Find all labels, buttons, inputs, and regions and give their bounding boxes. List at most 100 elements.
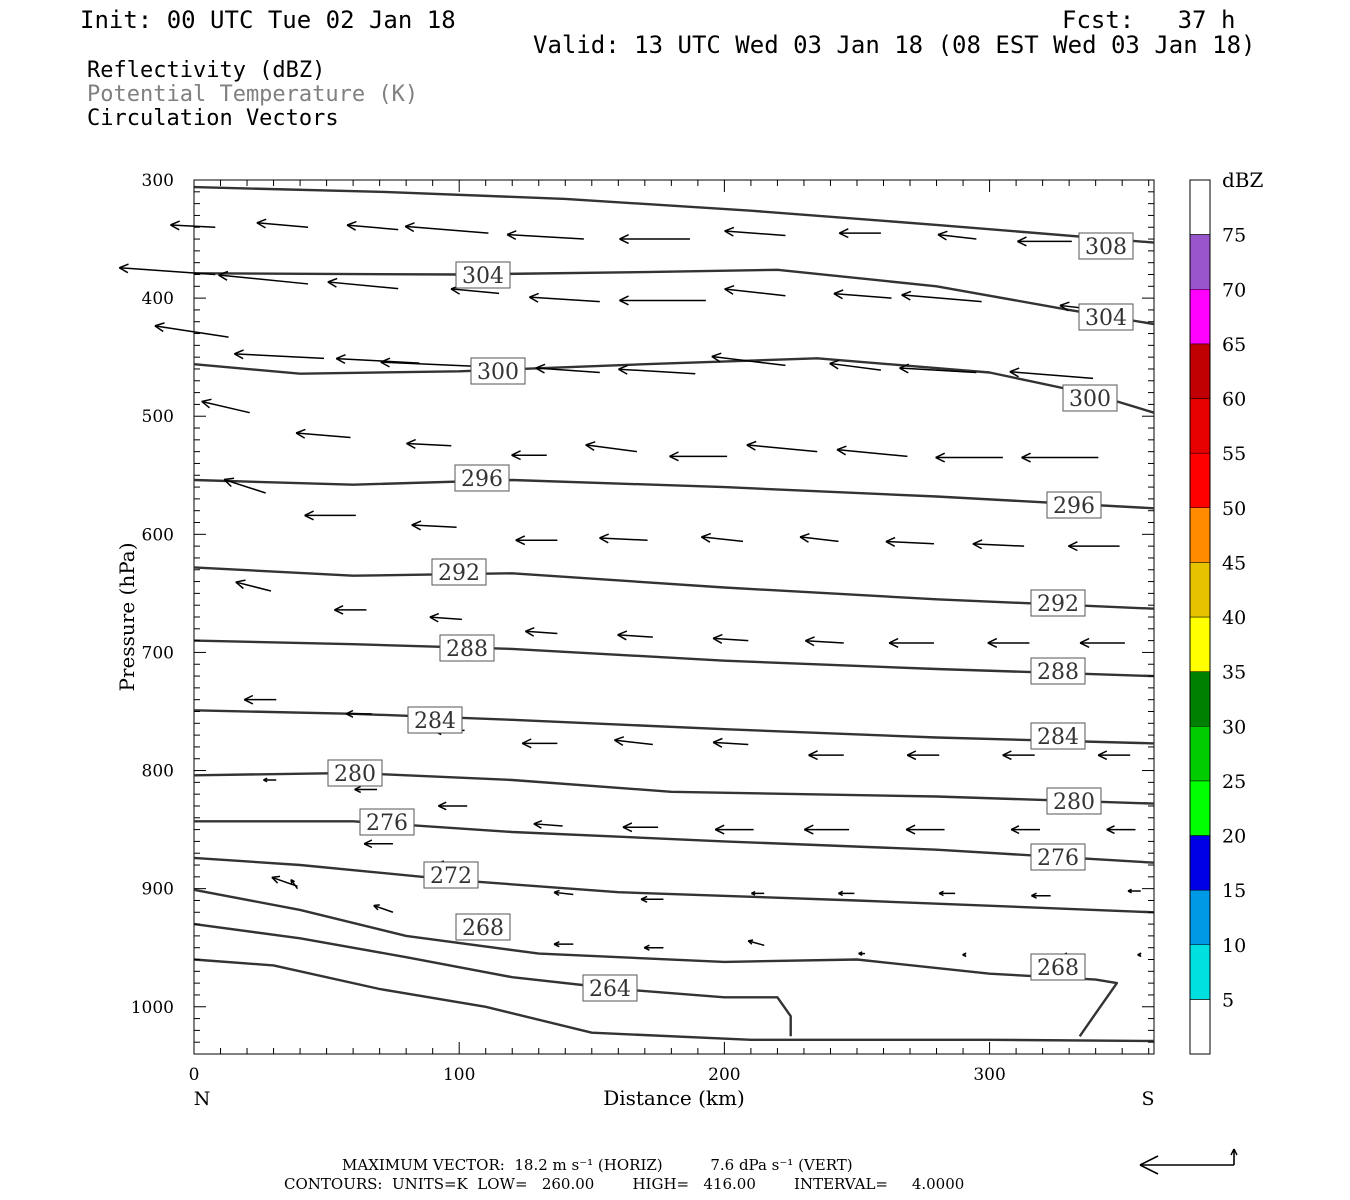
y-tick-label: 900 bbox=[142, 880, 174, 900]
vector-head-0 bbox=[346, 224, 356, 231]
colorbar-bin-65 bbox=[1189, 289, 1211, 345]
x-end-label-left: N bbox=[194, 1088, 211, 1110]
vector-86 bbox=[838, 890, 855, 897]
vector-head-1 bbox=[404, 222, 415, 228]
vector-shaft bbox=[805, 639, 844, 644]
contour-label-box bbox=[1030, 589, 1086, 617]
contour-label-box bbox=[1030, 843, 1086, 871]
colorbar-bin-70 bbox=[1189, 234, 1211, 290]
vector-26 bbox=[711, 352, 786, 367]
vector-head-0 bbox=[354, 788, 362, 794]
vector-head-0 bbox=[380, 361, 390, 368]
colorbar-label: 60 bbox=[1222, 389, 1246, 411]
vector-head-1 bbox=[714, 824, 725, 831]
vector-55 bbox=[712, 633, 749, 644]
vector-head-1 bbox=[937, 230, 948, 236]
vector-head-1 bbox=[1017, 236, 1027, 243]
vector-shaft bbox=[937, 233, 977, 240]
colorbar-bin-35 bbox=[1189, 616, 1211, 672]
colorbar-label: 5 bbox=[1222, 989, 1234, 1011]
vector-shaft bbox=[711, 355, 786, 367]
vector-head-1 bbox=[751, 890, 756, 895]
contour-label-box bbox=[470, 357, 526, 385]
contour-label-text: 292 bbox=[438, 561, 480, 586]
vector-51 bbox=[334, 605, 367, 615]
vector-head-0 bbox=[888, 642, 899, 648]
vector-head-0 bbox=[535, 367, 545, 374]
vector-shaft bbox=[885, 540, 934, 545]
contour-label-text: 264 bbox=[589, 977, 631, 1002]
vector-head-1 bbox=[618, 364, 628, 370]
vector-shaft bbox=[234, 353, 325, 360]
vector-head-0 bbox=[808, 754, 818, 761]
vector-head-0 bbox=[618, 368, 628, 375]
vector-17 bbox=[833, 289, 892, 300]
vector-head-1 bbox=[829, 359, 840, 365]
contour-label-text: 280 bbox=[334, 762, 376, 787]
contour-label-280-14: 280 bbox=[1046, 787, 1102, 815]
vector-shaft bbox=[585, 444, 638, 453]
vector-head-0 bbox=[972, 543, 983, 550]
vector-46 bbox=[799, 532, 839, 543]
contour-label-284-12: 284 bbox=[1030, 722, 1086, 750]
vector-shaft bbox=[296, 432, 351, 439]
vector-12 bbox=[327, 277, 399, 290]
vector-head-0 bbox=[438, 805, 447, 811]
vector-shaft bbox=[617, 634, 653, 638]
vector-head-0 bbox=[234, 353, 244, 360]
contour-label-284-11: 284 bbox=[407, 706, 463, 734]
vector-head-0 bbox=[885, 540, 896, 547]
contour-label-276-16: 276 bbox=[1030, 843, 1086, 871]
contour-labels: 308 304 304 300 300 296 296 292 292 288 288 284 284 2… bbox=[327, 232, 1134, 1002]
vector-head-1 bbox=[334, 605, 344, 611]
vector-78 bbox=[1010, 825, 1041, 835]
vector-head-0 bbox=[599, 537, 609, 544]
vector-head-1 bbox=[429, 612, 440, 618]
contour-label-box bbox=[1046, 491, 1102, 519]
vector-head-0 bbox=[1002, 754, 1012, 761]
vector-head-1 bbox=[746, 440, 757, 446]
x-axis-label: Distance (km) bbox=[603, 1086, 745, 1110]
colorbar-label: 35 bbox=[1222, 662, 1246, 684]
vector-head-0 bbox=[617, 634, 627, 641]
vector-head-1 bbox=[335, 354, 346, 360]
vector-shaft bbox=[525, 630, 558, 635]
vector-head-1 bbox=[295, 428, 306, 434]
vector-head-1 bbox=[805, 636, 815, 642]
vector-shaft bbox=[290, 879, 299, 890]
axes: 300 400 500 600 700 800 900 1000 0 100 200 300 bbox=[131, 171, 1154, 1085]
vector-65 bbox=[712, 737, 749, 748]
vector-2 bbox=[346, 220, 399, 231]
vector-76 bbox=[803, 824, 850, 835]
vector-head-1 bbox=[218, 270, 229, 276]
contour-label-296-5: 296 bbox=[454, 464, 510, 492]
contour-label-268-19: 268 bbox=[1030, 953, 1086, 981]
vector-shaft bbox=[713, 741, 749, 746]
theta-contour-292-4 bbox=[193, 566, 1155, 610]
contour-label-288-10: 288 bbox=[1030, 657, 1086, 685]
theta-contour-304-1 bbox=[193, 268, 1155, 326]
colorbar-label: 15 bbox=[1222, 880, 1246, 902]
vector-head-1 bbox=[346, 220, 357, 226]
vector-head-1 bbox=[1010, 825, 1020, 831]
x-tick-label: 300 bbox=[973, 1065, 1005, 1085]
contour-label-text: 304 bbox=[462, 264, 504, 289]
vector-head-0 bbox=[373, 905, 379, 911]
vector-73 bbox=[533, 820, 563, 829]
vector-head-0 bbox=[614, 739, 624, 747]
vector-head-0 bbox=[1017, 240, 1027, 247]
vector-head-1 bbox=[617, 630, 628, 636]
vector-79 bbox=[1106, 825, 1136, 835]
vector-38 bbox=[935, 452, 1003, 463]
vector-head-1 bbox=[406, 438, 416, 445]
contour-label-box bbox=[1030, 657, 1086, 685]
vector-63 bbox=[521, 738, 558, 749]
vector-head-0 bbox=[724, 230, 734, 237]
vector-shaft bbox=[701, 536, 744, 543]
vector-49 bbox=[1068, 541, 1120, 552]
vector-head-1 bbox=[803, 824, 814, 831]
x-tick-label: 200 bbox=[708, 1065, 740, 1085]
vector-head-1 bbox=[622, 822, 633, 828]
vector-head-1 bbox=[599, 533, 609, 539]
y-tick-label: 1000 bbox=[131, 998, 174, 1018]
